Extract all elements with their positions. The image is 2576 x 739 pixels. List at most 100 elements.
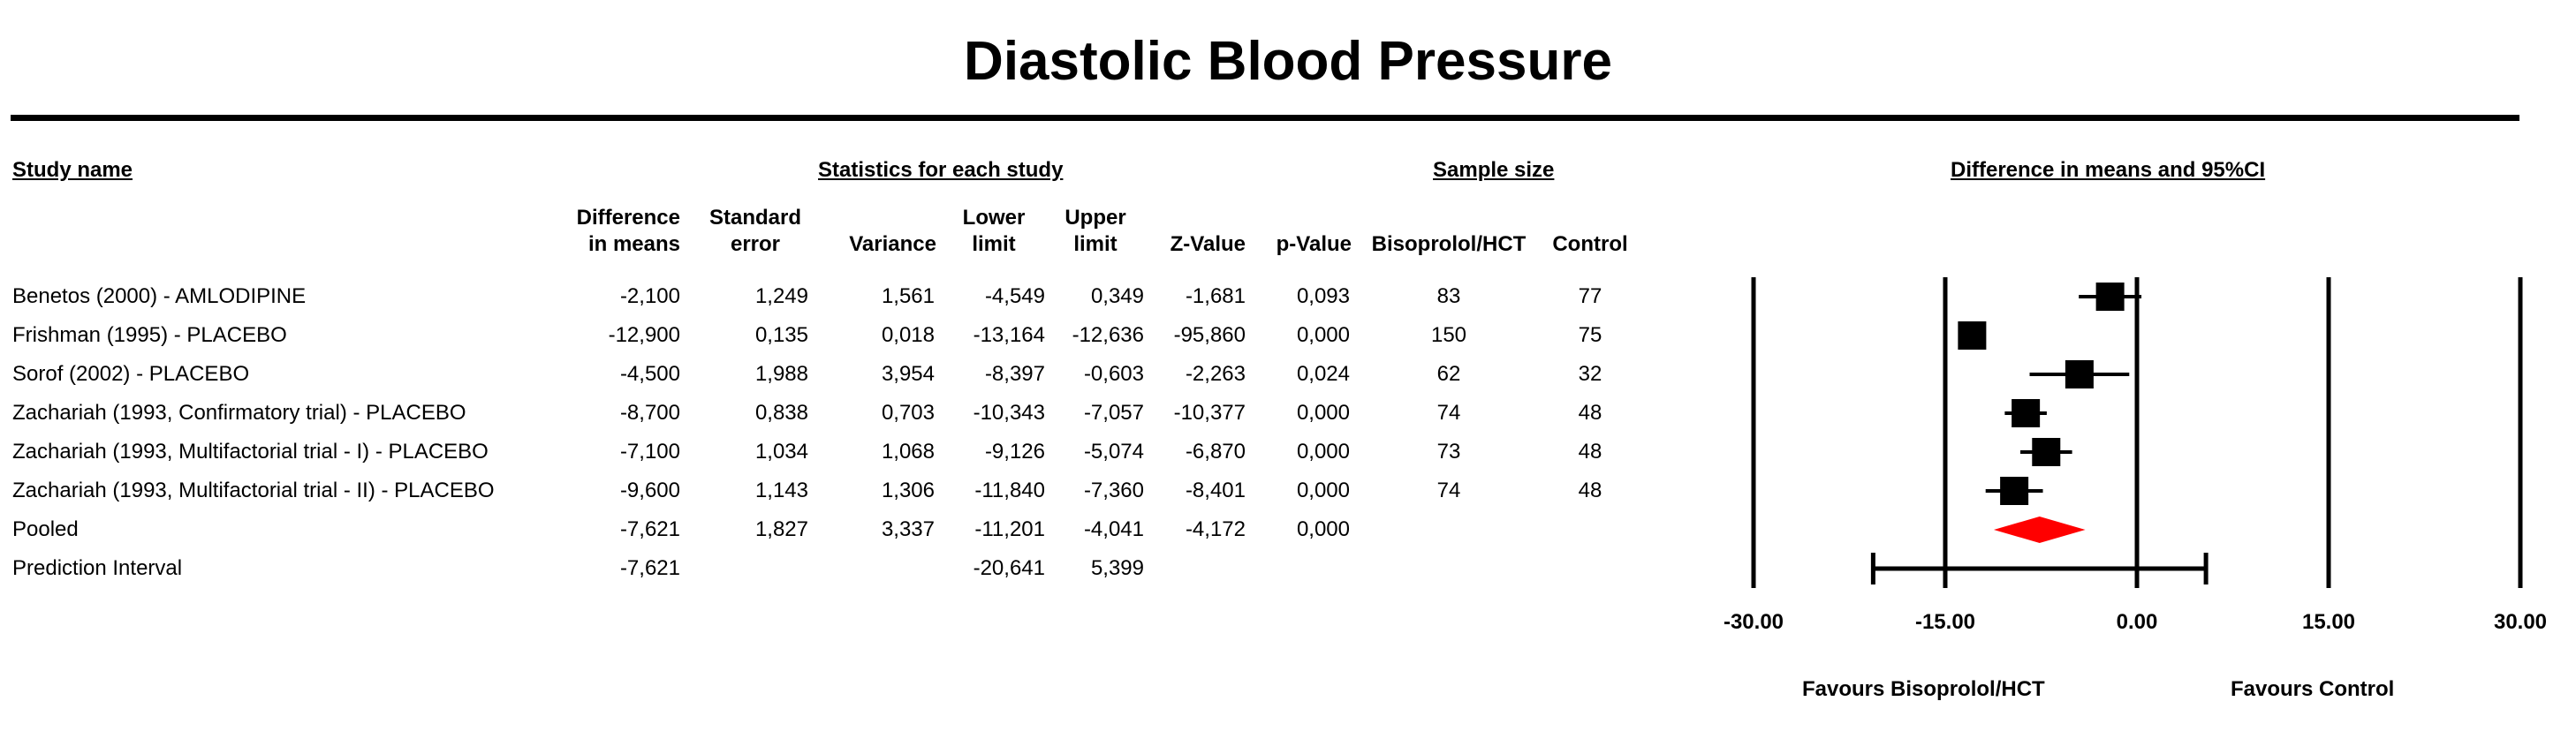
cell-variance: 3,337	[881, 517, 935, 541]
cell-study: Zachariah (1993, Multifactorial trial - …	[12, 479, 495, 502]
cell-z: -8,401	[1185, 479, 1246, 502]
col-header-lower-line2: limit	[972, 232, 1016, 256]
cell-upper: 0,349	[1090, 284, 1144, 308]
header-statistics: Statistics for each study	[818, 158, 1064, 182]
col-header-upper: Upper limit	[1042, 205, 1148, 258]
table-row: Pooled -7,621 1,827 3,337 -11,201 -4,041 -4,17…	[0, 510, 1678, 549]
col-header-control: Control	[1552, 232, 1628, 256]
cell-treatment: 83	[1436, 284, 1461, 308]
cell-z: -10,377	[1173, 401, 1246, 425]
cell-lower: -13,164	[973, 323, 1045, 347]
favours-left-label: Favours Bisoprolol/HCT	[1802, 677, 2045, 701]
col-header-lower-line1: Lower	[962, 206, 1026, 230]
col-header-treatment: Bisoprolol/HCT	[1371, 232, 1527, 256]
cell-se: 1,988	[754, 362, 808, 386]
cell-upper: -12,636	[1072, 323, 1144, 347]
cell-upper: -0,603	[1083, 362, 1144, 386]
cell-study: Zachariah (1993, Confirmatory trial) - P…	[12, 401, 466, 425]
cell-study: Frishman (1995) - PLACEBO	[12, 323, 287, 347]
pooled-diamond	[1993, 517, 2086, 543]
table-row: Zachariah (1993, Confirmatory trial) - P…	[0, 394, 1678, 433]
cell-variance: 0,703	[881, 401, 935, 425]
cell-diff: -2,100	[619, 284, 680, 308]
study-marker	[2012, 399, 2041, 427]
cell-variance: 1,561	[881, 284, 935, 308]
col-header-se: Standard error	[698, 205, 813, 258]
cell-lower: -11,201	[974, 517, 1045, 541]
cell-lower: -8,397	[984, 362, 1045, 386]
cell-study: Zachariah (1993, Multifactorial trial - …	[12, 440, 489, 464]
table-row: Frishman (1995) - PLACEBO -12,900 0,135 0,0…	[0, 316, 1678, 355]
cell-control: 75	[1578, 323, 1602, 347]
tick-label: -30.00	[1724, 610, 1784, 634]
cell-p: 0,000	[1296, 517, 1350, 541]
cell-p: 0,024	[1296, 362, 1350, 386]
cell-z: -6,870	[1185, 440, 1246, 464]
cell-variance: 1,068	[881, 440, 935, 464]
cell-treatment: 73	[1436, 440, 1461, 464]
cell-z: -4,172	[1185, 517, 1246, 541]
cell-lower: -4,549	[984, 284, 1045, 308]
cell-treatment: 74	[1436, 479, 1461, 502]
cell-se: 0,838	[754, 401, 808, 425]
col-header-diff-line2: in means	[587, 232, 680, 256]
tick-label: 30.00	[2494, 610, 2547, 634]
table-row: Benetos (2000) - AMLODIPINE -2,100 1,249 1,…	[0, 277, 1678, 316]
cell-diff: -9,600	[619, 479, 680, 502]
cell-upper: 5,399	[1090, 556, 1144, 580]
cell-upper: -7,360	[1083, 479, 1144, 502]
cell-control: 48	[1578, 401, 1602, 425]
study-marker	[2065, 360, 2094, 388]
cell-z: -1,681	[1185, 284, 1246, 308]
cell-upper: -5,074	[1083, 440, 1144, 464]
cell-lower: -10,343	[973, 401, 1045, 425]
header-plot: Difference in means and 95%CI	[1951, 158, 2266, 182]
cell-z: -95,860	[1173, 323, 1246, 347]
cell-variance: 0,018	[881, 323, 935, 347]
cell-se: 1,249	[754, 284, 808, 308]
cell-se: 1,143	[754, 479, 808, 502]
col-header-diff: Difference in means	[548, 205, 680, 258]
cell-control: 48	[1578, 440, 1602, 464]
header-sample-size: Sample size	[1433, 158, 1555, 182]
col-header-variance: Variance	[849, 232, 936, 256]
cell-variance: 3,954	[881, 362, 935, 386]
title-divider	[11, 115, 2519, 121]
study-marker	[1958, 321, 1987, 350]
cell-upper: -7,057	[1083, 401, 1144, 425]
table-row: Prediction Interval -7,621 -20,641 5,399	[0, 549, 1678, 588]
cell-study: Pooled	[12, 517, 79, 541]
table-row: Sorof (2002) - PLACEBO -4,500 1,988 3,954 -8…	[0, 355, 1678, 394]
cell-treatment: 62	[1436, 362, 1461, 386]
cell-diff: -7,100	[619, 440, 680, 464]
col-header-diff-line1: Difference	[576, 206, 680, 230]
cell-study: Sorof (2002) - PLACEBO	[12, 362, 250, 386]
cell-se: 1,827	[754, 517, 808, 541]
cell-control: 32	[1578, 362, 1602, 386]
cell-diff: -8,700	[619, 401, 680, 425]
cell-se: 0,135	[754, 323, 808, 347]
tick-label: -15.00	[1915, 610, 1975, 634]
cell-lower: -9,126	[984, 440, 1045, 464]
cell-p: 0,093	[1296, 284, 1350, 308]
cell-treatment: 74	[1436, 401, 1461, 425]
col-header-p: p-Value	[1276, 232, 1352, 256]
cell-diff: -7,621	[619, 556, 680, 580]
cell-lower: -11,840	[974, 479, 1045, 502]
cell-diff: -4,500	[619, 362, 680, 386]
table-row: Zachariah (1993, Multifactorial trial - …	[0, 433, 1678, 471]
col-header-upper-line2: limit	[1073, 232, 1118, 256]
cell-study: Prediction Interval	[12, 556, 183, 580]
cell-variance: 1,306	[881, 479, 935, 502]
cell-diff: -7,621	[619, 517, 680, 541]
cell-p: 0,000	[1296, 440, 1350, 464]
cell-lower: -20,641	[973, 556, 1045, 580]
cell-upper: -4,041	[1083, 517, 1144, 541]
header-study-name: Study name	[12, 158, 133, 182]
cell-se: 1,034	[754, 440, 808, 464]
col-header-se-line2: error	[730, 232, 781, 256]
table-row: Zachariah (1993, Multifactorial trial - …	[0, 471, 1678, 510]
col-header-upper-line1: Upper	[1064, 206, 1126, 230]
cell-treatment: 150	[1430, 323, 1467, 347]
